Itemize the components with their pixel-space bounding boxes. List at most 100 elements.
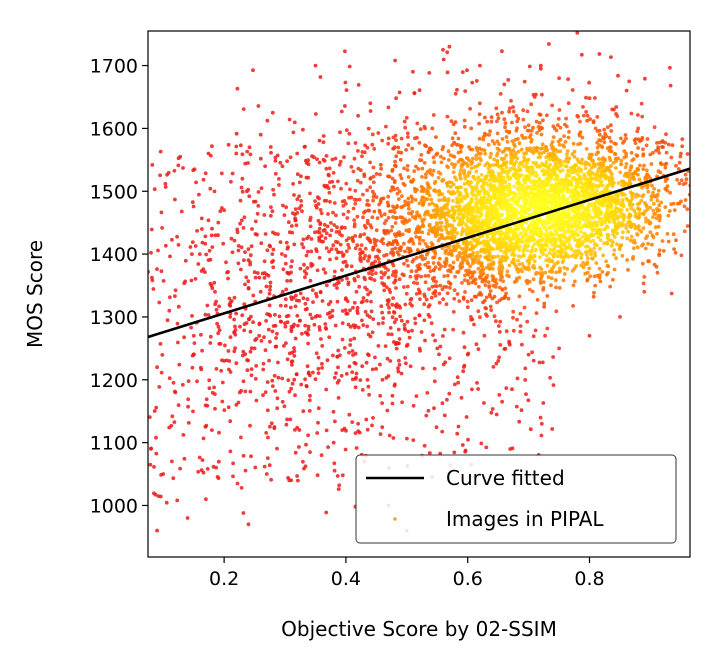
data-point [685,224,690,228]
data-point [403,249,407,254]
data-point [488,155,493,160]
data-point [170,237,174,242]
data-point [381,241,386,246]
data-point [373,355,377,360]
data-point [414,164,418,169]
data-point [445,219,449,224]
data-point [239,435,243,440]
data-point [444,256,449,261]
data-point [465,224,470,229]
data-point [176,304,181,309]
data-point [484,265,489,270]
data-point [292,349,297,353]
data-point [234,361,239,366]
data-point [170,459,174,464]
data-point [206,218,211,223]
data-point [258,289,263,294]
data-point [271,247,276,252]
data-point [518,329,523,334]
data-point [332,201,337,205]
data-point [481,267,486,272]
data-point [598,138,603,143]
data-point [482,298,487,303]
data-point [609,123,613,128]
data-point [152,491,156,496]
data-point [629,234,634,239]
data-point [483,283,488,288]
data-point [355,214,360,219]
data-point [593,126,598,131]
data-point [554,231,559,236]
data-point [506,170,511,174]
data-point [172,420,177,424]
data-point [282,344,286,348]
data-point [427,71,432,75]
data-point [604,204,609,208]
data-point [636,168,640,172]
data-point [333,156,338,161]
data-point [384,252,389,257]
data-point [344,88,349,92]
data-point [619,162,623,167]
data-point [403,302,408,307]
data-point [643,246,648,251]
data-point [420,230,425,235]
data-point [361,299,365,304]
data-point [551,355,555,359]
data-point [382,264,387,269]
data-point [402,273,406,278]
data-point [425,197,430,202]
data-point [346,141,351,146]
data-point [349,165,354,169]
data-point [470,147,475,152]
data-point [164,500,169,505]
data-point [669,155,674,160]
data-point [301,409,306,414]
data-point [571,253,576,257]
data-point [520,262,525,266]
data-point [510,252,515,256]
data-point [650,183,654,188]
data-point [304,442,308,447]
data-point [645,185,650,190]
data-point [507,106,512,111]
data-point [350,349,355,353]
data-point [183,279,188,284]
data-point [321,140,326,145]
data-point [255,211,260,216]
data-point [455,231,460,235]
data-point [386,230,391,235]
data-point [395,250,400,255]
data-point [693,204,697,208]
data-point [386,136,391,141]
data-point [203,171,208,176]
data-point [444,248,449,253]
data-point [619,158,624,163]
data-point [319,453,324,458]
data-point [609,129,614,133]
data-point [535,131,539,135]
data-point [364,417,369,422]
data-point [285,320,290,325]
data-point [654,216,659,221]
data-point [370,330,375,335]
data-point [329,247,334,252]
data-point [155,365,160,370]
data-point [317,160,322,165]
data-point [368,160,372,165]
data-point [236,261,241,266]
data-point [564,164,569,169]
data-point [358,168,363,173]
data-point [465,240,469,244]
data-point [161,279,166,283]
data-point [639,198,644,203]
data-point [627,200,632,204]
data-point [421,189,426,194]
data-point [655,198,660,203]
data-point [411,403,416,408]
data-point [426,209,430,214]
data-point [526,265,531,270]
data-point [238,324,242,329]
data-point [379,304,384,309]
data-point [387,310,391,315]
